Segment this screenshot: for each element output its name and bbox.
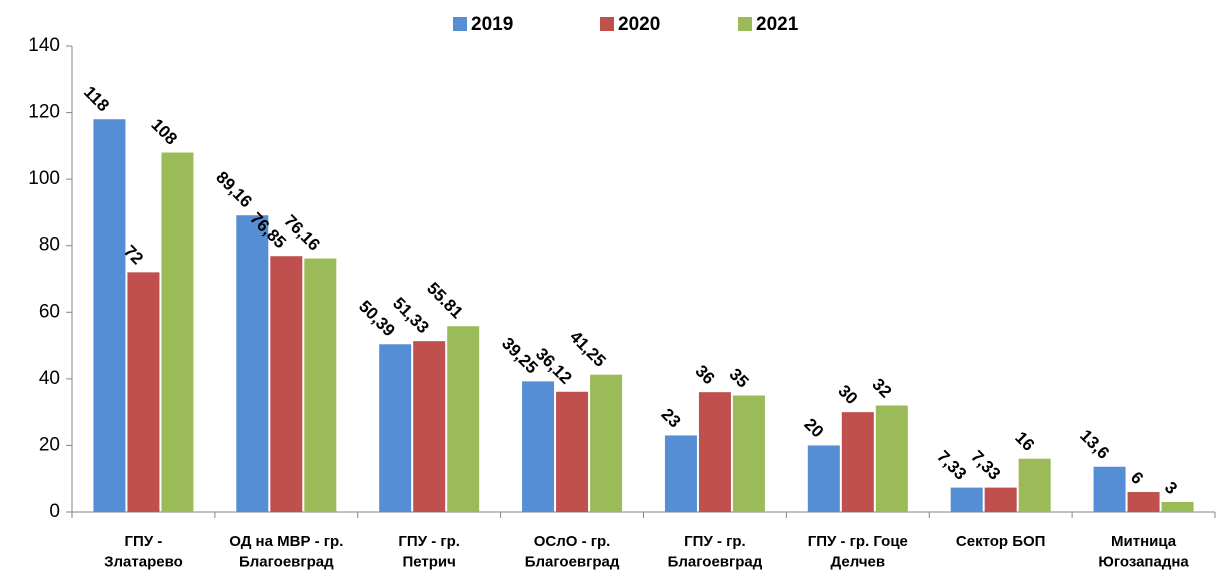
data-label: 118 (80, 82, 113, 115)
x-tick-label: ОД на МВР - гр. Благоевград (229, 533, 343, 570)
bar (1093, 466, 1126, 512)
bar (807, 445, 840, 512)
bar (379, 344, 412, 512)
legend-label: 2020 (618, 14, 660, 35)
bar (590, 374, 623, 512)
y-tick-label: 40 (39, 368, 60, 389)
bar (1127, 492, 1160, 512)
bar (161, 152, 194, 512)
x-tick-label: ГПУ - гр. Благоевград (668, 533, 763, 570)
bar (841, 412, 874, 512)
x-tick-label: Сектор БОП (956, 533, 1046, 550)
y-tick-label: 100 (28, 168, 60, 189)
y-tick-label: 140 (28, 35, 60, 56)
data-label: 32 (868, 375, 895, 402)
bar (447, 326, 480, 512)
bar (413, 341, 446, 512)
data-label: 76,16 (280, 211, 324, 255)
legend-swatch (600, 17, 614, 31)
y-tick-label: 20 (39, 434, 60, 455)
x-tick-label: ГПУ -Златарево (104, 533, 183, 570)
bar (984, 487, 1017, 512)
x-tick-label: ГПУ - гр. Петрич (398, 533, 460, 570)
data-label: 6 (1127, 468, 1147, 488)
data-label: 7,33 (933, 447, 970, 484)
data-label: 35 (726, 365, 753, 392)
y-tick-label: 80 (39, 235, 60, 256)
bar (732, 395, 765, 512)
bar (698, 392, 731, 512)
legend-label: 2021 (756, 14, 799, 35)
bar (664, 435, 697, 512)
bar (93, 119, 126, 512)
data-label: 13,6 (1076, 426, 1113, 463)
bar (236, 215, 269, 512)
bar (304, 258, 337, 512)
bar (556, 391, 589, 512)
data-label: 89,16 (212, 168, 256, 212)
y-tick-label: 60 (39, 301, 60, 322)
bar (1161, 502, 1194, 512)
legend-swatch (738, 17, 752, 31)
bar (127, 272, 160, 512)
x-tick-label: Митница Югозападна (1098, 533, 1189, 570)
data-label: 108 (147, 115, 180, 148)
data-label: 23 (658, 405, 685, 432)
data-label: 41,25 (566, 327, 610, 371)
legend-label: 2019 (471, 14, 513, 35)
x-tick-label: ГПУ - гр. Гоце Делчев (808, 533, 908, 570)
y-tick-label: 0 (49, 501, 60, 522)
data-label: 7,33 (967, 447, 1004, 484)
bar (875, 405, 908, 512)
data-label: 36 (692, 361, 719, 388)
data-label: 30 (834, 381, 861, 408)
data-label: 51,33 (389, 294, 433, 338)
data-label: 20 (800, 415, 827, 442)
y-tick-label: 120 (28, 102, 60, 123)
bar (950, 487, 983, 512)
x-tick-label: ОСлО - гр. Благоевград (525, 533, 620, 570)
data-label: 3 (1161, 478, 1181, 498)
data-label: 16 (1011, 428, 1038, 455)
bar (522, 381, 555, 512)
bar (270, 256, 303, 512)
legend-swatch (453, 17, 467, 31)
data-label: 55.81 (423, 279, 467, 323)
bar (1018, 458, 1051, 512)
